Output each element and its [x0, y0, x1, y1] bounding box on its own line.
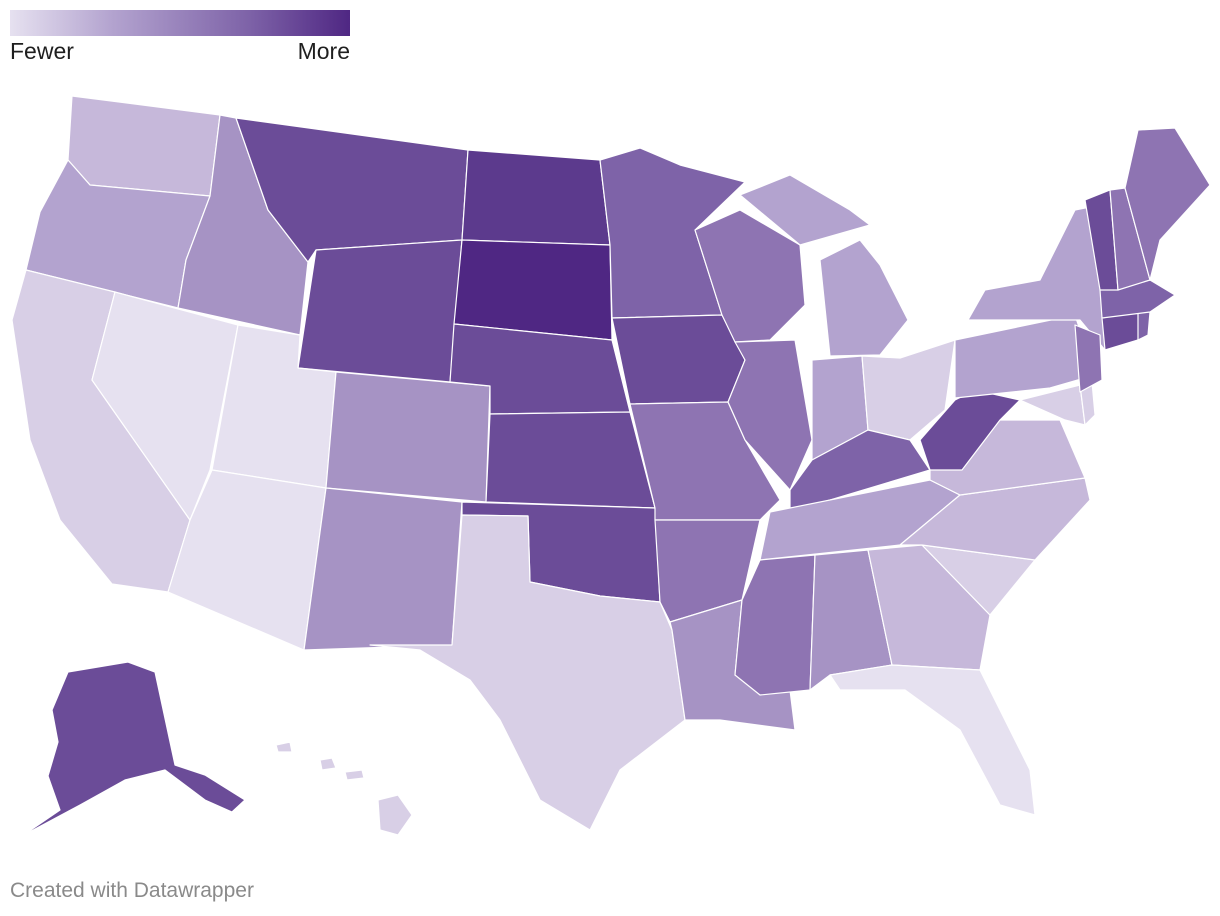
state-wisconsin[interactable] [694, 209, 806, 343]
state-iowa[interactable] [611, 314, 746, 405]
state-north-dakota[interactable] [461, 149, 611, 246]
state-hawaii[interactable] [275, 741, 413, 836]
state-new-mexico[interactable] [303, 487, 463, 651]
state-pennsylvania[interactable] [954, 314, 1096, 399]
state-michigan[interactable] [739, 174, 909, 357]
state-colorado[interactable] [325, 371, 491, 503]
state-new-jersey[interactable] [1074, 324, 1103, 393]
state-west-virginia[interactable] [919, 389, 1021, 471]
map-legend: Fewer More [10, 10, 350, 64]
state-washington[interactable] [67, 95, 221, 197]
legend-labels: Fewer More [10, 38, 350, 64]
state-nevada[interactable] [91, 291, 239, 521]
legend-low-label: Fewer [10, 38, 74, 64]
legend-high-label: More [297, 38, 350, 64]
state-alaska[interactable] [21, 661, 246, 837]
legend-color-scale [10, 10, 350, 36]
state-illinois[interactable] [727, 339, 813, 491]
state-florida[interactable] [829, 664, 1036, 816]
footer-credit: Created with Datawrapper [10, 879, 254, 902]
state-south-dakota[interactable] [453, 239, 613, 341]
state-rhode-island[interactable] [1137, 309, 1151, 341]
state-texas[interactable] [369, 514, 686, 831]
state-maine[interactable] [1124, 127, 1211, 281]
state-wyoming[interactable] [297, 239, 463, 383]
state-arizona[interactable] [167, 469, 327, 651]
state-georgia[interactable] [867, 544, 991, 671]
state-maryland[interactable] [1019, 384, 1086, 426]
state-kansas[interactable] [485, 411, 656, 509]
